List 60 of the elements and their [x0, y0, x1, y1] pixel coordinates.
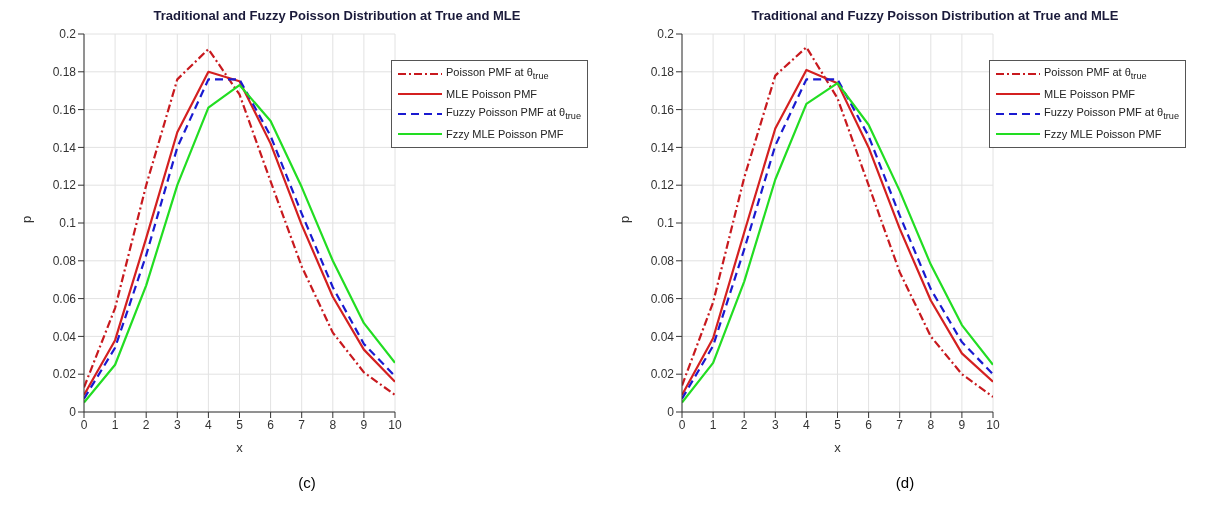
chart-title: Traditional and Fuzzy Poisson Distribution at True and MLE	[152, 8, 522, 25]
legend-label: Fzzy MLE Poisson PMF	[1044, 128, 1162, 140]
x-tick-label: 1	[709, 417, 717, 432]
legend-label: MLE Poisson PMF	[1044, 88, 1136, 100]
x-tick-label: 0	[678, 417, 686, 432]
y-axis-title: p	[616, 215, 632, 223]
y-axis-title: p	[18, 215, 34, 223]
x-tick-label: 2	[740, 417, 748, 432]
x-tick-label: 10	[986, 417, 1000, 432]
x-tick-label: 8	[927, 417, 935, 432]
x-tick-label: 0	[80, 417, 88, 432]
x-tick-label: 5	[834, 417, 842, 432]
y-tick-label: 0.1	[59, 216, 77, 231]
x-tick-label: 4	[803, 417, 811, 432]
y-tick-label: 0.16	[52, 102, 77, 117]
y-tick-label: 0	[667, 405, 675, 420]
y-tick-label: 0.18	[52, 65, 77, 80]
y-tick-label: 0.18	[650, 65, 675, 80]
legend-label: Fuzzy Poisson PMF at θ$_{true}$	[1044, 106, 1179, 122]
legend-label: Fzzy MLE Poisson PMF	[446, 128, 564, 140]
x-tick-label: 5	[236, 417, 244, 432]
y-tick-label: 0.06	[650, 291, 675, 306]
text: (c)	[297, 474, 317, 491]
y-tick-label: 0.2	[657, 27, 675, 42]
y-tick-label: 0.08	[52, 254, 77, 269]
y-tick-label: 0.04	[52, 329, 77, 344]
y-tick-label: 0.14	[52, 140, 77, 155]
x-tick-label: 4	[205, 417, 213, 432]
x-tick-label: 3	[771, 417, 779, 432]
legend-label: Poisson PMF at θ$_{true}$	[446, 66, 549, 82]
y-tick-label: 0.02	[52, 367, 77, 382]
x-tick-label: 6	[267, 417, 275, 432]
x-tick-label: 7	[896, 417, 904, 432]
x-tick-label: 1	[111, 417, 119, 432]
y-tick-label: 0.06	[52, 291, 77, 306]
x-tick-label: 10	[388, 417, 402, 432]
y-tick-label: 0	[69, 405, 77, 420]
legend-label: Fuzzy Poisson PMF at θ$_{true}$	[446, 106, 581, 122]
x-tick-label: 6	[865, 417, 873, 432]
chart-title: Traditional and Fuzzy Poisson Distribution at True and MLE	[750, 8, 1120, 25]
y-tick-label: 0.2	[59, 27, 77, 42]
y-tick-label: 0.12	[650, 178, 675, 193]
y-tick-label: 0.02	[650, 367, 675, 382]
y-tick-label: 0.16	[650, 102, 675, 117]
x-axis-title: x	[834, 440, 842, 455]
y-tick-label: 0.04	[650, 329, 675, 344]
x-axis-title: x	[236, 440, 244, 455]
legend-label: Poisson PMF at θ$_{true}$	[1044, 66, 1147, 82]
x-tick-label: 2	[142, 417, 150, 432]
legend-label: MLE Poisson PMF	[446, 88, 538, 100]
x-tick-label: 9	[958, 417, 966, 432]
y-tick-label: 0.12	[52, 178, 77, 193]
x-tick-label: 8	[329, 417, 337, 432]
x-tick-label: 3	[173, 417, 181, 432]
y-tick-label: 0.1	[657, 216, 675, 231]
text: (d)	[894, 474, 916, 491]
y-tick-label: 0.14	[650, 140, 675, 155]
x-tick-label: 9	[360, 417, 368, 432]
x-tick-label: 7	[298, 417, 306, 432]
y-tick-label: 0.08	[650, 254, 675, 269]
